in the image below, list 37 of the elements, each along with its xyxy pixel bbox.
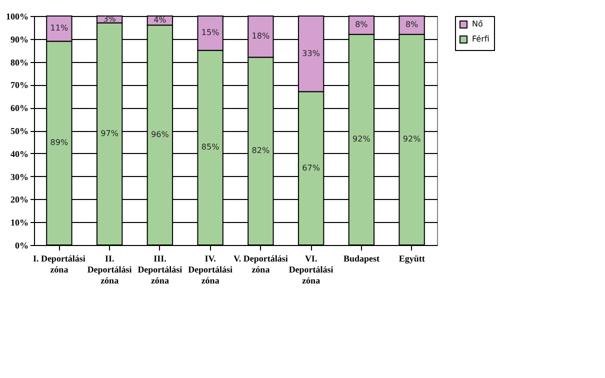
data-label: 8% [405,20,419,30]
y-tick-label: 70% [10,80,28,90]
data-label: 4% [154,16,167,25]
data-label: 11% [50,24,68,33]
data-label: 96% [151,130,170,140]
data-label: 97% [100,128,119,138]
y-tick-label: 100% [6,12,28,22]
x-tick-label: VI. Deportálási zóna [288,254,334,286]
y-tick-label: 20% [10,194,28,205]
data-label: 33% [302,48,320,58]
x-tick-label: I. Deportálási zóna [32,254,86,274]
data-label: 82% [252,146,270,156]
x-tick-label: IV. Deportálási zóna [188,254,234,286]
y-tick-label: 80% [10,57,28,68]
y-tick-label: 90% [10,34,28,44]
x-tick-label: III. Deportálási zóna [138,254,183,286]
legend-label: Férfi [472,34,490,44]
x-tick-label: V. Deportálási zóna [234,254,288,274]
data-label: 85% [201,142,220,152]
data-label: 92% [402,134,422,144]
data-label: 92% [352,134,371,144]
x-tick-label: II. Deportálási zóna [87,254,132,286]
y-tick-label: 10% [10,218,28,228]
y-tick-label: 30% [10,172,28,182]
y-tick-label: 60% [10,103,28,114]
data-label: 8% [355,20,368,30]
data-label: 15% [201,28,220,38]
x-tick-label: Együtt [398,254,425,264]
y-tick-label: 50% [10,126,28,136]
data-label: 67% [302,163,320,172]
data-label: 18% [252,32,270,41]
legend-label: Nő [472,20,483,28]
data-label: 89% [50,138,68,148]
data-label: 3% [103,14,116,24]
x-tick-label: Budapest [343,254,380,264]
y-tick-label: 0% [15,240,28,250]
y-tick-label: 40% [10,148,28,159]
